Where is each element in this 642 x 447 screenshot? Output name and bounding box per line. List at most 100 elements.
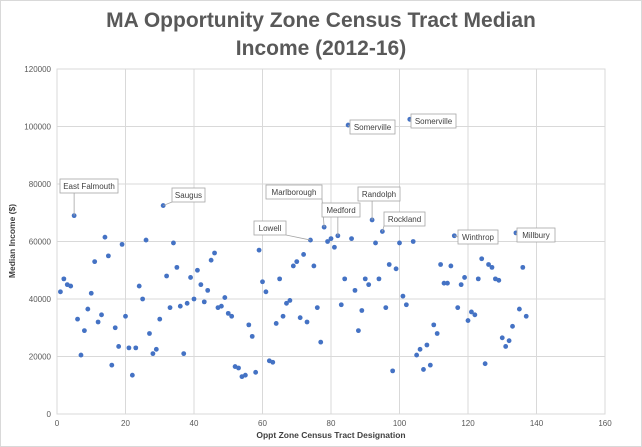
data-point	[314, 305, 320, 311]
x-tick-label: 80	[327, 419, 336, 428]
data-point	[400, 293, 406, 299]
annotation-box	[410, 113, 457, 129]
y-tick-label: 80000	[29, 180, 52, 189]
data-point	[290, 263, 296, 269]
data-point	[499, 335, 505, 341]
data-point	[297, 315, 303, 321]
data-point	[325, 239, 330, 244]
data-point	[150, 351, 156, 357]
annotation-box	[349, 119, 396, 135]
data-point	[376, 276, 382, 282]
data-point	[153, 346, 159, 352]
data-point	[475, 276, 481, 282]
data-point	[92, 259, 98, 265]
data-point	[284, 300, 289, 306]
data-point	[503, 344, 509, 349]
annotation-box	[171, 187, 206, 203]
y-tick-label: 40000	[29, 295, 52, 304]
chart-title-line-2: Income (2012-16)	[235, 37, 407, 60]
data-point	[136, 283, 142, 289]
tick-labels: 0 20 40 60 80 100 120 140 160 0 20000 40000 60000 800…	[24, 65, 612, 428]
data-point	[465, 318, 471, 323]
gridlines	[56, 68, 606, 415]
data-point	[177, 303, 183, 309]
data-point	[479, 256, 485, 262]
x-tick-label: 140	[530, 419, 544, 428]
annotation-label: Millbury	[522, 231, 550, 240]
annotation-label: Somerville	[354, 123, 392, 132]
data-point	[311, 263, 317, 269]
data-point	[133, 345, 139, 351]
data-point	[253, 369, 259, 375]
data-point	[496, 277, 502, 283]
data-point	[195, 267, 200, 273]
data-point	[260, 279, 265, 285]
data-point	[441, 280, 447, 286]
x-tick-label: 120	[461, 419, 475, 428]
data-point	[171, 240, 176, 246]
annotation-box	[265, 184, 323, 200]
data-point	[356, 328, 361, 334]
annotation-box	[383, 211, 426, 227]
data-point	[256, 247, 262, 253]
annotation-leader	[454, 235, 459, 238]
x-tick-label: 40	[190, 419, 199, 428]
data-point	[393, 266, 399, 272]
data-point	[61, 276, 67, 282]
annotation-box	[253, 220, 287, 236]
data-point	[88, 290, 94, 296]
annotation-label: Saugus	[175, 191, 202, 200]
annotation-box	[321, 202, 361, 218]
x-axis-label: Oppt Zone Census Tract Designation	[256, 430, 405, 440]
data-point	[242, 372, 248, 378]
data-point	[328, 236, 334, 242]
y-tick-label: 0	[47, 410, 52, 419]
data-point	[191, 296, 197, 302]
annotations: East Falmouth Saugus Marlborough Medford Low…	[59, 113, 556, 245]
data-point	[246, 322, 252, 328]
x-tick-label: 60	[258, 419, 267, 428]
data-point	[105, 253, 111, 259]
data-point	[277, 276, 283, 282]
data-point	[75, 316, 80, 322]
data-point	[140, 296, 146, 302]
data-point	[273, 321, 279, 326]
x-tick-label: 20	[121, 419, 130, 428]
data-point	[229, 313, 235, 319]
data-point	[58, 289, 63, 295]
chart-title: MA Opportunity Zone Census Tract Median …	[1, 7, 641, 63]
data-point	[414, 352, 420, 358]
data-point	[318, 339, 324, 345]
x-tick-label: 0	[55, 419, 60, 428]
data-point	[386, 262, 392, 267]
data-point	[147, 331, 152, 336]
data-point	[482, 361, 488, 367]
data-point	[95, 319, 101, 325]
data-point	[129, 372, 135, 378]
y-tick-label: 60000	[29, 238, 52, 247]
data-point	[366, 282, 372, 288]
data-point	[201, 299, 207, 305]
annotation-leader	[285, 234, 311, 241]
data-point	[301, 252, 306, 257]
data-point	[143, 237, 149, 243]
data-point	[208, 257, 214, 263]
data-point	[516, 306, 522, 312]
data-point	[294, 259, 300, 265]
annotation-box	[357, 186, 401, 202]
data-point	[222, 295, 228, 300]
annotation-leader	[163, 201, 173, 206]
data-point	[462, 275, 467, 280]
data-point	[486, 262, 491, 267]
annotation-label: Somerville	[415, 117, 453, 126]
y-tick-label: 20000	[29, 353, 52, 362]
data-point	[383, 305, 389, 311]
x-tick-label: 160	[598, 419, 612, 428]
annotation-label: Marlborough	[272, 188, 317, 197]
chart-title-line-1: MA Opportunity Zone Census Tract Median	[106, 9, 536, 32]
data-point	[82, 328, 87, 334]
data-point	[438, 262, 443, 267]
annotation-label: Rockland	[388, 215, 421, 224]
annotation-box	[457, 229, 499, 245]
data-point	[167, 305, 173, 311]
